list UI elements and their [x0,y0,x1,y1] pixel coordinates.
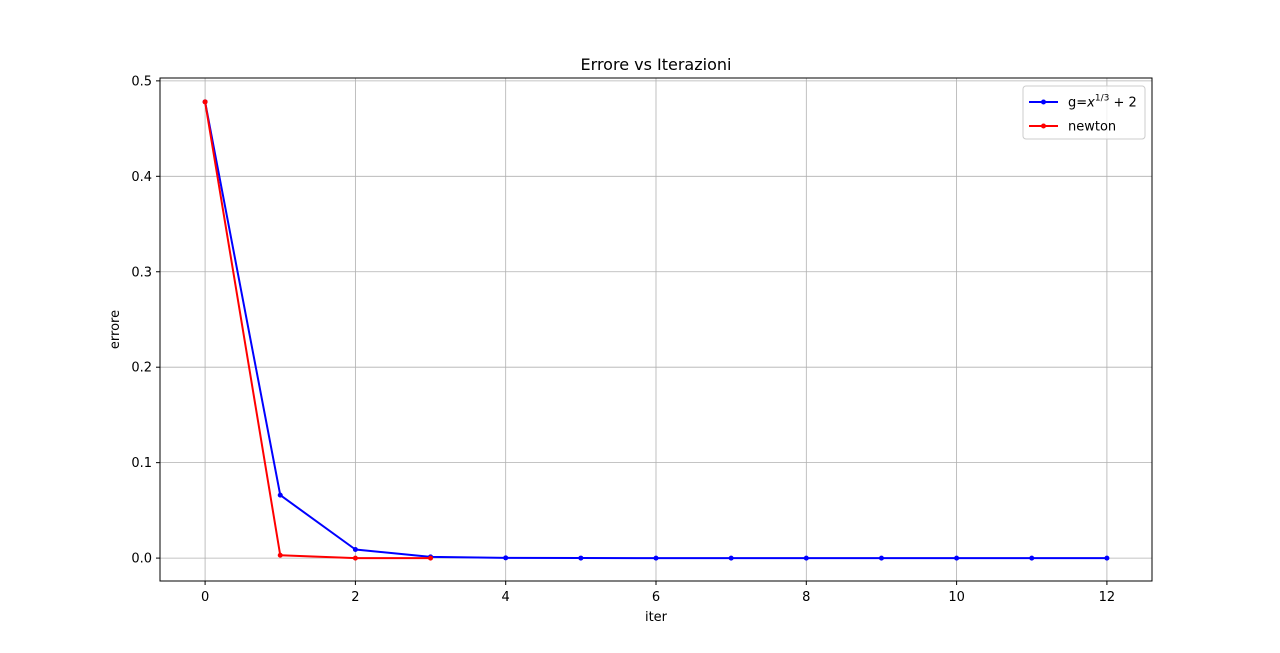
data-point-series-1 [277,552,283,558]
x-tick-label: 10 [948,590,965,605]
y-tick-label: 0.4 [131,170,152,185]
legend-label-g: g=x1/3 + 2 [1068,94,1137,111]
y-tick-label: 0.5 [131,74,152,89]
legend-marker-g [1041,99,1046,105]
data-point-series-0 [1104,555,1110,561]
data-point-series-0 [653,555,659,561]
y-tick-label: 0.1 [131,456,152,471]
data-point-series-0 [352,547,358,553]
x-tick-label: 4 [502,590,510,605]
grid [160,78,1152,581]
data-point-series-0 [503,555,509,561]
legend-label-g-tail: + 2 [1109,96,1136,111]
legend-label-newton: newton [1068,120,1116,135]
y-tick-label: 0.2 [131,361,152,376]
y-tick-label: 0.3 [131,265,152,280]
data-point-series-0 [578,555,584,561]
chart-title: Errore vs Iterazioni [581,55,732,74]
legend-label-g-sup: 1/3 [1095,94,1109,104]
legend-label-g-base: x [1086,96,1095,111]
legend-entry-newton: newton [1029,120,1116,135]
x-tick-label: 8 [802,590,810,605]
legend-entry-g: g=x1/3 + 2 [1029,94,1137,111]
x-tick-label: 2 [351,590,359,605]
x-tick-label: 12 [1099,590,1116,605]
data-point-series-0 [277,492,283,498]
data-point-series-0 [954,555,960,561]
x-tick-label: 6 [652,590,660,605]
y-axis-title: errore [108,310,123,349]
data-point-series-1 [352,555,358,561]
legend-label-g-prefix: g= [1068,96,1087,111]
y-tick-label: 0.0 [131,552,152,567]
data-point-series-0 [728,555,734,561]
data-point-series-0 [803,555,809,561]
data-point-series-1 [202,99,208,105]
data-point-series-1 [428,555,434,561]
legend: g=x1/3 + 2 newton [1022,85,1146,140]
series-layer [202,99,1110,561]
ticks: 0 2 4 6 8 10 12 0.0 0.1 0.2 0.3 0.4 0.5 [131,74,1115,605]
data-point-series-0 [1029,555,1035,561]
x-axis-title: iter [645,610,668,625]
legend-marker-newton [1041,123,1046,129]
series-line-1 [204,101,431,560]
x-tick-label: 0 [201,590,209,605]
data-point-series-0 [878,555,884,561]
